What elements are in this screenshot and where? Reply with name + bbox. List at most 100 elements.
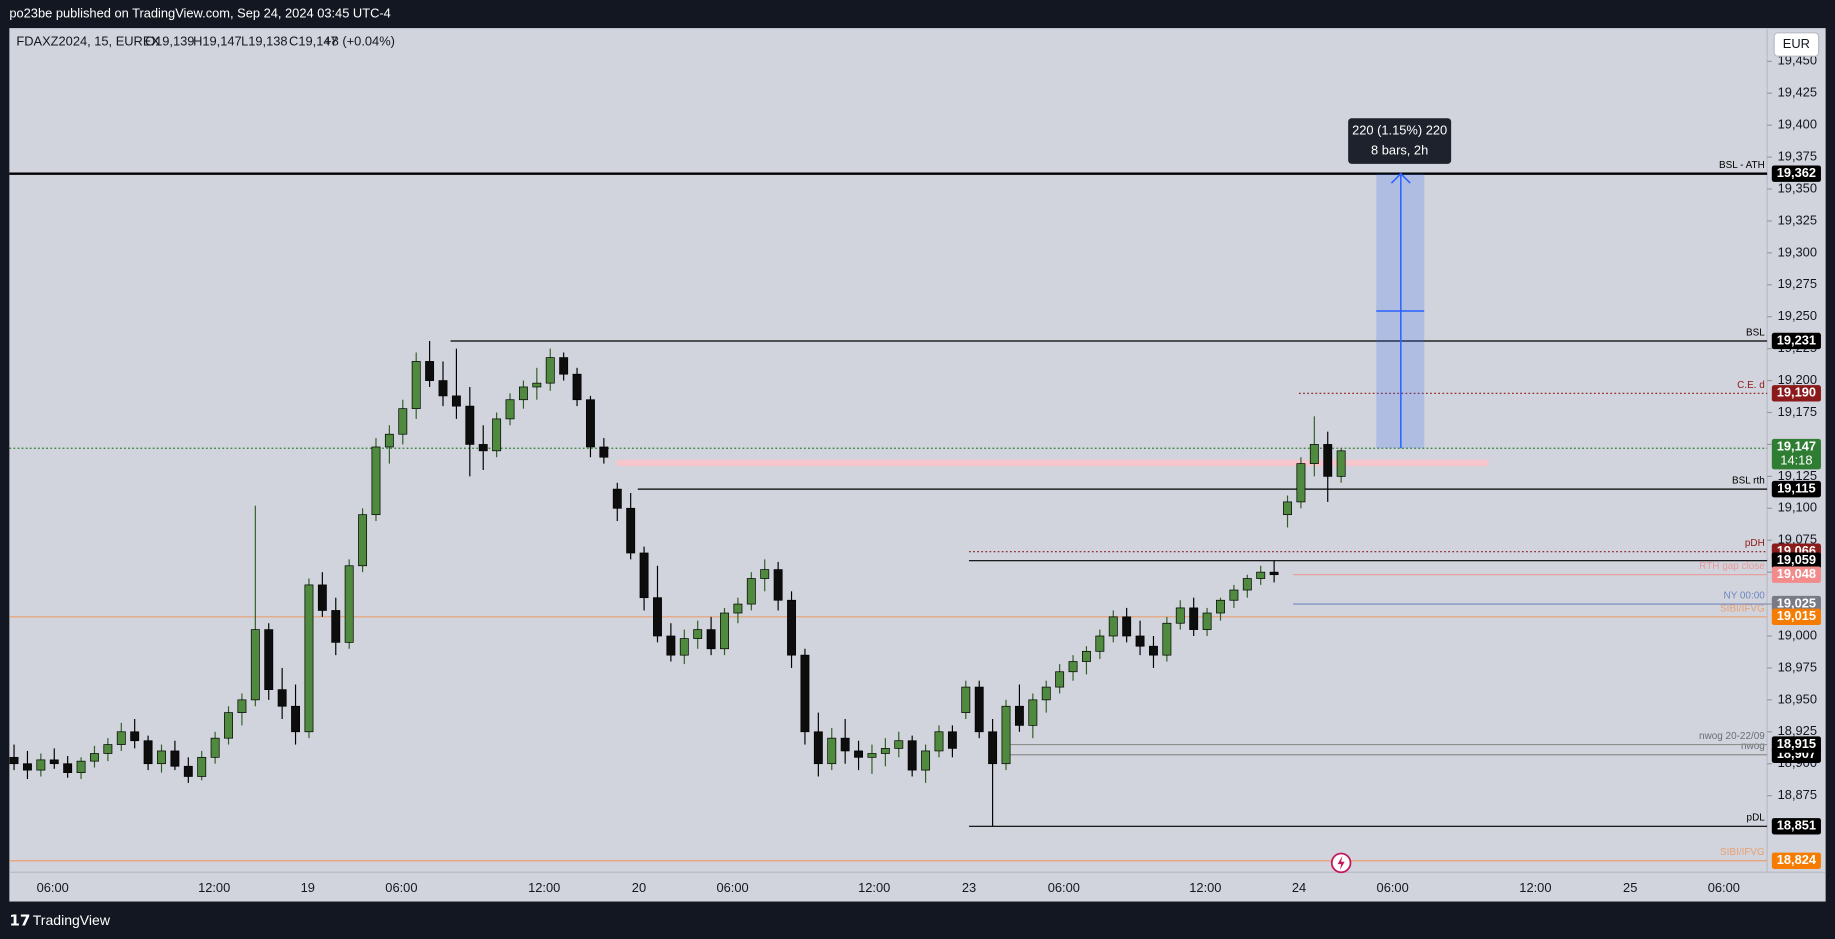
legend-item: C19,147 <box>289 34 338 49</box>
x-tick-label: 12:00 <box>198 880 230 895</box>
candle-body <box>1269 571 1279 576</box>
x-tick-label: 23 <box>962 880 976 895</box>
candle-body <box>679 638 689 656</box>
candle-body <box>49 759 59 765</box>
legend-item: H19,147 <box>193 34 242 49</box>
candle-body <box>1189 607 1199 630</box>
candle-body <box>1055 671 1065 688</box>
candle-body <box>317 584 327 611</box>
level-label: RTH gap close <box>1699 561 1765 572</box>
x-tick-label: 19 <box>301 880 315 895</box>
level-label: NY 00:00 <box>1724 590 1766 601</box>
candle-body <box>733 603 743 614</box>
candle-body <box>559 357 569 375</box>
candle-body <box>586 399 595 448</box>
candle-body <box>264 629 274 690</box>
candle-body <box>599 446 609 458</box>
currency-button[interactable] <box>1773 32 1820 57</box>
candle-body <box>1081 650 1091 662</box>
y-tick-label: 19,350 <box>1778 180 1817 195</box>
candle-body <box>183 765 193 777</box>
price-tag <box>1771 818 1821 835</box>
candle-body <box>116 731 126 745</box>
candle-body <box>894 740 904 749</box>
candle-body <box>854 750 864 758</box>
brand-logo: 𝟭𝟳 <box>9 912 30 929</box>
candle-body <box>130 731 140 742</box>
x-tick-label: 06:00 <box>1708 880 1740 895</box>
currency[interactable]: EUR <box>1783 36 1810 51</box>
measure-arrow <box>1390 172 1411 184</box>
price-tag-label: 19,059 <box>1777 552 1816 567</box>
candle-body <box>1229 589 1239 601</box>
candle-body <box>773 569 783 601</box>
candle-body <box>974 686 984 733</box>
legend-item: +8 (+0.04%) <box>324 34 395 49</box>
candle-body <box>143 740 153 765</box>
price-tag <box>1771 480 1821 498</box>
candle-body <box>760 569 770 579</box>
candle-body <box>36 759 46 771</box>
candle-body <box>907 740 917 771</box>
alert-icon[interactable] <box>1330 852 1352 874</box>
candle-body <box>800 654 810 733</box>
candle-body <box>1242 578 1252 591</box>
y-tick-label: 19,375 <box>1778 148 1817 163</box>
x-tick-label: 20 <box>632 880 646 895</box>
candle-body <box>947 731 957 749</box>
y-tick-label: 19,400 <box>1778 117 1817 132</box>
price-tag-label: 18,851 <box>1777 818 1816 833</box>
candle-body <box>1256 571 1266 579</box>
y-tick-label: 19,175 <box>1778 404 1817 419</box>
candle-body <box>277 689 287 707</box>
candle-body <box>76 760 86 774</box>
candle-body <box>358 514 368 567</box>
candle-body <box>880 748 890 754</box>
level-label: BSL <box>1746 327 1765 338</box>
candle-body <box>1001 705 1011 765</box>
price-tag <box>1771 608 1821 626</box>
candle-body <box>867 753 877 758</box>
measure-line1: 220 (1.15%) 220 <box>1352 123 1447 138</box>
candle-body <box>398 408 408 435</box>
candle-body <box>1202 612 1212 630</box>
candle-body <box>411 361 421 410</box>
candle-body <box>1108 616 1118 637</box>
y-tick-label: 19,075 <box>1778 532 1817 547</box>
candle-body <box>492 418 502 452</box>
price-tag-label: 18,824 <box>1777 852 1817 867</box>
x-tick-label: 06:00 <box>1377 880 1409 895</box>
candle-body <box>787 599 796 656</box>
y-tick-label: 19,000 <box>1778 627 1817 642</box>
candle-body <box>1041 686 1051 701</box>
candle-body <box>384 433 394 448</box>
candle-body <box>720 612 729 650</box>
last-price-label: 19,147 <box>1777 438 1816 453</box>
candle-body <box>331 610 341 643</box>
candle-body <box>344 565 354 643</box>
candle-body <box>921 750 931 771</box>
candle-body <box>304 584 314 733</box>
alert-bolt[interactable] <box>1337 855 1345 870</box>
candle-body <box>291 705 300 733</box>
candle-body <box>934 731 944 752</box>
candle-body <box>545 357 555 384</box>
price-tag <box>1771 332 1821 350</box>
level-label: pDL <box>1747 813 1766 824</box>
y-tick-label: 19,250 <box>1778 308 1817 323</box>
countdown: 14:18 <box>1780 453 1812 468</box>
price-tag-label: 18,915 <box>1777 736 1816 751</box>
candle-body <box>465 405 475 445</box>
price-tag <box>1771 566 1821 583</box>
price-tag-label: 19,231 <box>1777 332 1816 347</box>
candle-body <box>9 756 19 765</box>
price-tag <box>1771 385 1821 402</box>
price-tag-label: 19,190 <box>1777 385 1816 400</box>
price-tag-label: 19,025 <box>1777 595 1816 610</box>
x-tick-label: 25 <box>1623 880 1637 895</box>
legend-item: O19,139 <box>145 34 194 49</box>
candle-body <box>250 629 260 701</box>
candle-body <box>827 737 837 765</box>
